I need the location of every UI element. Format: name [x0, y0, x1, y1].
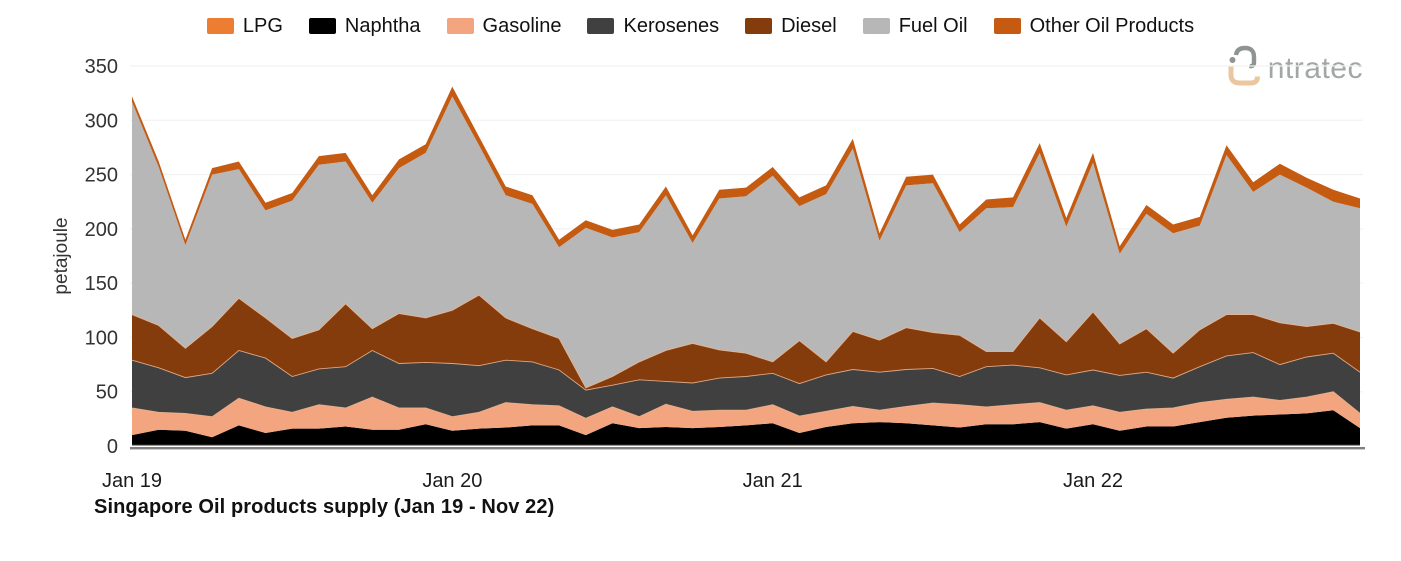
legend-swatch-lpg [206, 18, 234, 34]
legend-swatch-fuel-oil [862, 18, 890, 34]
legend-label: Gasoline [482, 15, 562, 37]
legend-item-naphtha: Naphtha [308, 15, 421, 37]
area-fuel-oil [132, 96, 1360, 388]
area-gasoline [132, 391, 1360, 438]
legend-item-fuel-oil: Fuel Oil [862, 15, 968, 37]
legend-label: Diesel [781, 15, 837, 37]
legend-swatch-diesel [745, 18, 773, 34]
area-lpg [132, 444, 1360, 446]
y-axis-tick-labels: 0 50 100 150 200 250 300 350 [85, 56, 118, 458]
y-tick-0: 0 [107, 436, 118, 458]
legend-item-lpg: LPG [206, 15, 283, 37]
y-tick-350: 350 [85, 56, 118, 78]
legend-label: Fuel Oil [898, 15, 968, 37]
y-tick-150: 150 [85, 273, 118, 295]
edge-diesel [131, 294, 1361, 389]
area-kerosenes [132, 350, 1360, 419]
x-axis-line [130, 447, 1365, 450]
x-tick-jan-22: Jan 22 [1063, 470, 1123, 492]
x-axis-tick-labels: Jan 19 Jan 20 Jan 21 Jan 22 [102, 470, 1123, 492]
logo-bracket [1228, 66, 1260, 86]
x-tick-jan-19: Jan 19 [102, 470, 162, 492]
x-tick-jan-20: Jan 20 [422, 470, 482, 492]
area-naphtha [132, 410, 1360, 445]
legend-label: Naphtha [344, 15, 421, 37]
edge-kerosenes [131, 349, 1361, 391]
logo-dot [1229, 57, 1236, 63]
series-edge-hairlines [131, 294, 1361, 419]
legend-item-other-oil-products: Other Oil Products [993, 15, 1195, 37]
legend-swatch-other-oil-products [993, 18, 1021, 34]
y-tick-50: 50 [96, 382, 118, 404]
y-axis-title: petajoule [51, 217, 72, 294]
area-series-group [132, 86, 1360, 446]
legend-swatch-gasoline [446, 18, 474, 34]
x-tick-jan-21: Jan 21 [743, 470, 803, 492]
legend-item-diesel: Diesel [745, 16, 837, 36]
y-tick-250: 250 [85, 165, 118, 187]
legend-swatch-naphtha [308, 18, 336, 34]
y-tick-100: 100 [85, 327, 118, 349]
legend-label: Kerosenes [623, 15, 720, 37]
y-tick-200: 200 [85, 219, 118, 241]
area-diesel [132, 295, 1360, 391]
edge-gasoline [131, 391, 1361, 419]
y-tick-300: 300 [85, 110, 118, 132]
intratec-logo-text: ntratec [1267, 52, 1363, 85]
legend-item-gasoline: Gasoline [446, 15, 562, 37]
legend-item-kerosenes: Kerosenes [587, 16, 719, 36]
intratec-logo: ntratec [1223, 40, 1363, 88]
legend-label: LPG [242, 15, 283, 37]
legend-label: Other Oil Products [1029, 15, 1195, 37]
chart-legend: LPG Naphtha Gasoline Kerosenes Diesel Fuel Oi… [0, 16, 1401, 36]
chart-title: Singapore Oil products supply (Jan 19 - … [94, 496, 555, 518]
legend-swatch-kerosenes [587, 18, 615, 34]
